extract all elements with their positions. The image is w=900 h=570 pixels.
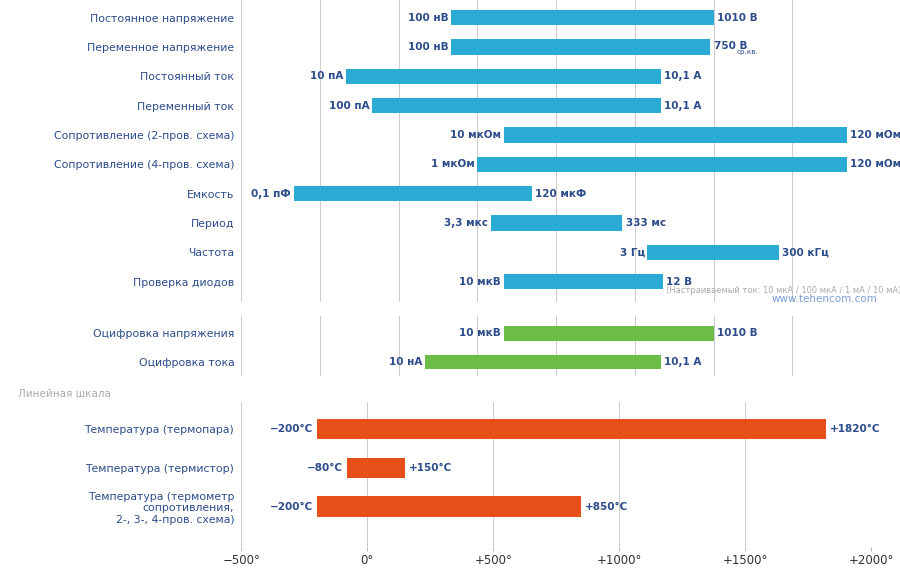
Bar [346, 69, 662, 84]
Bar [317, 496, 581, 516]
Text: 1 мкОм: 1 мкОм [431, 159, 475, 169]
Text: 10 мкОм: 10 мкОм [450, 130, 501, 140]
Text: +1820°C: +1820°C [830, 424, 880, 434]
Text: 0,1 пФ: 0,1 пФ [251, 189, 291, 198]
Bar [504, 274, 663, 289]
Bar [373, 98, 662, 113]
Text: 10,1 А: 10,1 А [664, 101, 702, 111]
Text: Линейная шкала: Линейная шкала [18, 389, 111, 399]
Text: −80°C: −80°C [307, 463, 343, 473]
Text: 120 мОм: 120 мОм [850, 130, 900, 140]
Bar [425, 355, 662, 369]
Text: 333 мс: 333 мс [626, 218, 666, 228]
Text: +150°C: +150°C [409, 463, 452, 473]
Bar [347, 458, 405, 478]
Text: 100 пА: 100 пА [329, 101, 370, 111]
Text: 10,1 А: 10,1 А [664, 71, 702, 82]
Text: (Настраиваемый ток: 10 мкА / 100 мкА / 1 мА / 10 мА): (Настраиваемый ток: 10 мкА / 100 мкА / 1… [666, 287, 900, 295]
Text: 3 Гц: 3 Гц [619, 247, 644, 257]
Text: ср.кв.: ср.кв. [737, 49, 759, 55]
Bar [317, 419, 826, 439]
Text: 1010 В: 1010 В [717, 13, 758, 23]
Bar [504, 127, 847, 142]
Text: 120 мОм: 120 мОм [850, 159, 900, 169]
Text: 12 В: 12 В [666, 276, 693, 287]
Bar [504, 326, 714, 341]
Text: 750 В: 750 В [714, 40, 747, 51]
Bar [647, 245, 778, 260]
Bar [477, 157, 847, 172]
Text: 10 мкВ: 10 мкВ [459, 328, 501, 339]
Text: +850°C: +850°C [585, 502, 628, 511]
Text: −200°C: −200°C [270, 502, 313, 511]
Text: 1010 В: 1010 В [717, 328, 758, 339]
Text: 100 нВ: 100 нВ [408, 13, 448, 23]
Text: 10 пА: 10 пА [310, 71, 344, 82]
Text: 10 мкВ: 10 мкВ [459, 276, 501, 287]
Text: 10 нА: 10 нА [389, 357, 422, 367]
Bar [491, 215, 623, 230]
Text: 10,1 А: 10,1 А [664, 357, 702, 367]
Text: 300 кГц: 300 кГц [782, 247, 829, 257]
Text: −200°C: −200°C [270, 424, 313, 434]
Text: 3,3 мкс: 3,3 мкс [445, 218, 489, 228]
Bar [293, 186, 532, 201]
Text: 100 нВ: 100 нВ [408, 42, 448, 52]
Text: 120 мкФ: 120 мкФ [536, 189, 587, 198]
Text: www.tehencom.com: www.tehencom.com [771, 294, 878, 304]
Bar [451, 39, 710, 55]
Bar [451, 10, 714, 25]
